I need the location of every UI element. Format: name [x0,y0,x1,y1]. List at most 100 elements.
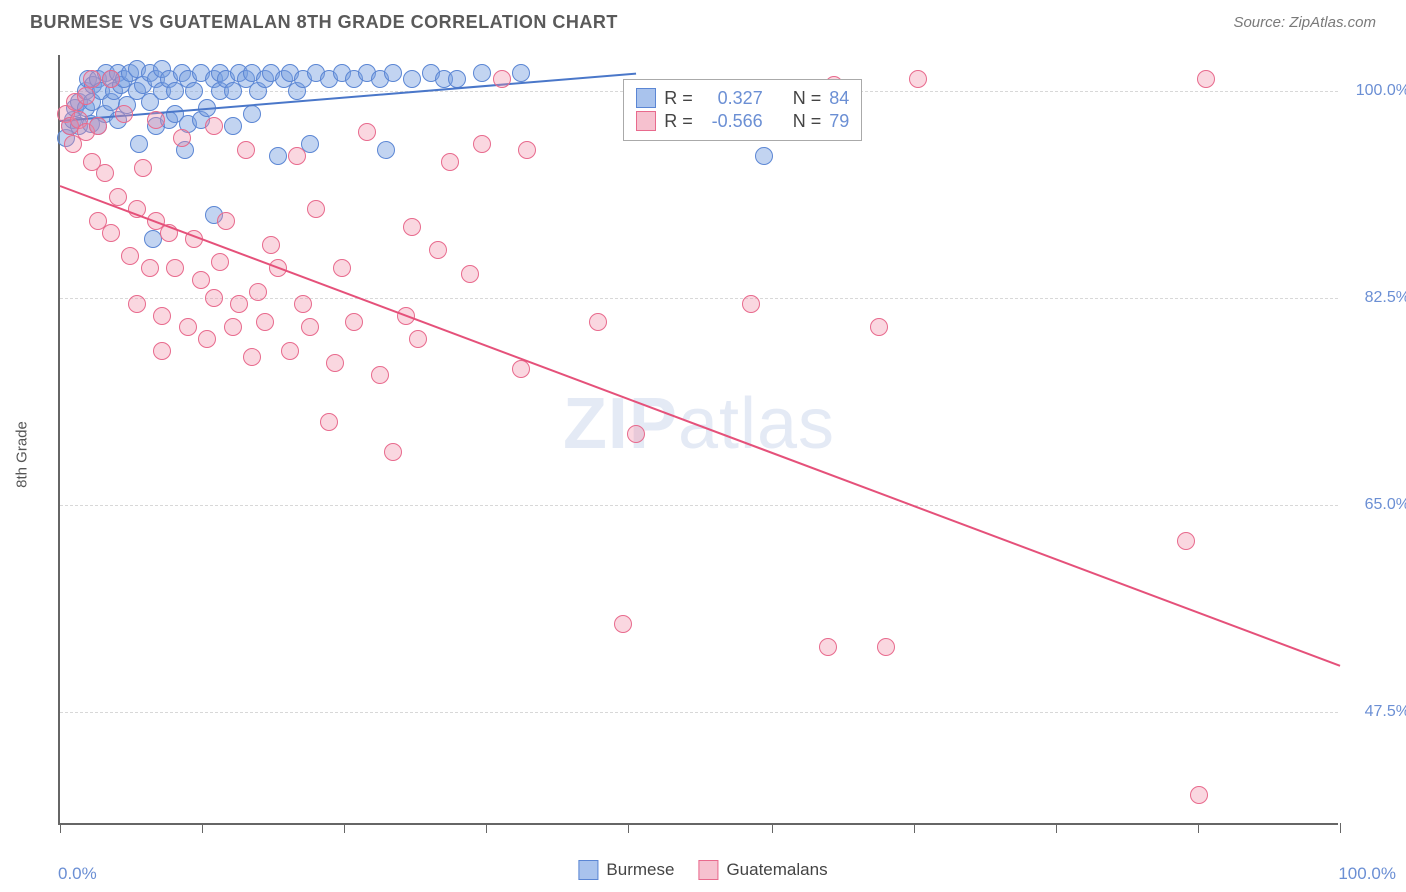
data-point [262,236,280,254]
x-tick [1198,823,1199,833]
stats-legend-row: R = 0.327 N = 84 [636,88,849,109]
header: BURMESE VS GUATEMALAN 8TH GRADE CORRELAT… [0,0,1406,41]
x-axis-min-label: 0.0% [58,864,97,884]
data-point [205,117,223,135]
data-point [89,117,107,135]
chart-title: BURMESE VS GUATEMALAN 8TH GRADE CORRELAT… [30,12,618,33]
data-point [409,330,427,348]
n-label: N = [793,88,822,109]
data-point [224,117,242,135]
data-point [384,443,402,461]
data-point [320,413,338,431]
data-point [358,123,376,141]
x-tick [914,823,915,833]
r-value: -0.566 [701,111,763,132]
x-axis-max-label: 100.0% [1338,864,1396,884]
legend-item: Burmese [578,860,674,880]
data-point [307,200,325,218]
data-point [211,253,229,271]
data-point [83,70,101,88]
x-tick [60,823,61,833]
legend-item: Guatemalans [698,860,827,880]
data-point [185,82,203,100]
data-point [96,164,114,182]
data-point [755,147,773,165]
chart-plot-area: ZIPatlas 100.0%82.5%65.0%47.5%R =0.327N … [58,55,1338,825]
data-point [1177,532,1195,550]
data-point [153,342,171,360]
regression-line [60,185,1341,667]
data-point [134,159,152,177]
gridline [60,712,1338,713]
data-point [473,64,491,82]
x-tick [1340,823,1341,833]
legend-swatch [636,88,656,108]
data-point [441,153,459,171]
data-point [1197,70,1215,88]
x-tick [628,823,629,833]
stats-legend-row: R =-0.566N =79 [636,111,849,132]
data-point [448,70,466,88]
data-point [627,425,645,443]
stats-legend: R = 0.327 N = 84R = -0.566 N = 79 [623,79,862,141]
y-tick-label: 47.5% [1365,703,1406,721]
data-point [224,318,242,336]
n-label: N = [793,111,822,132]
data-point [237,141,255,159]
y-tick-label: 100.0% [1356,82,1406,100]
data-point [147,111,165,129]
data-point [130,135,148,153]
data-point [102,224,120,242]
x-tick [486,823,487,833]
data-point [102,70,120,88]
data-point [77,87,95,105]
r-label: R = [664,88,693,109]
data-point [429,241,447,259]
data-point [473,135,491,153]
data-point [198,330,216,348]
legend-label: Guatemalans [726,860,827,880]
data-point [742,295,760,313]
data-point [115,105,133,123]
x-tick [202,823,203,833]
y-tick-label: 65.0% [1365,496,1406,514]
legend-swatch [636,111,656,131]
legend-swatch [578,860,598,880]
data-point [249,283,267,301]
data-point [371,366,389,384]
data-point [121,247,139,265]
data-point [256,313,274,331]
x-tick [772,823,773,833]
r-value: 0.327 [701,88,763,109]
y-tick-label: 82.5% [1365,289,1406,307]
n-value: 79 [829,111,849,132]
data-point [217,212,235,230]
data-point [205,289,223,307]
data-point [243,348,261,366]
gridline [60,505,1338,506]
data-point [173,129,191,147]
data-point [243,105,261,123]
data-point [269,147,287,165]
data-point [518,141,536,159]
data-point [345,313,363,331]
data-point [128,295,146,313]
data-point [192,271,210,289]
n-value: 84 [829,88,849,109]
data-point [326,354,344,372]
data-point [384,64,402,82]
data-point [870,318,888,336]
data-point [512,360,530,378]
x-tick [1056,823,1057,833]
data-point [301,318,319,336]
data-point [281,342,299,360]
source-label: Source: ZipAtlas.com [1233,14,1376,31]
legend-swatch [698,860,718,880]
data-point [819,638,837,656]
data-point [377,141,395,159]
data-point [333,259,351,277]
data-point [141,259,159,277]
data-point [230,295,248,313]
data-point [909,70,927,88]
legend-bottom: Burmese Guatemalans [578,860,827,880]
